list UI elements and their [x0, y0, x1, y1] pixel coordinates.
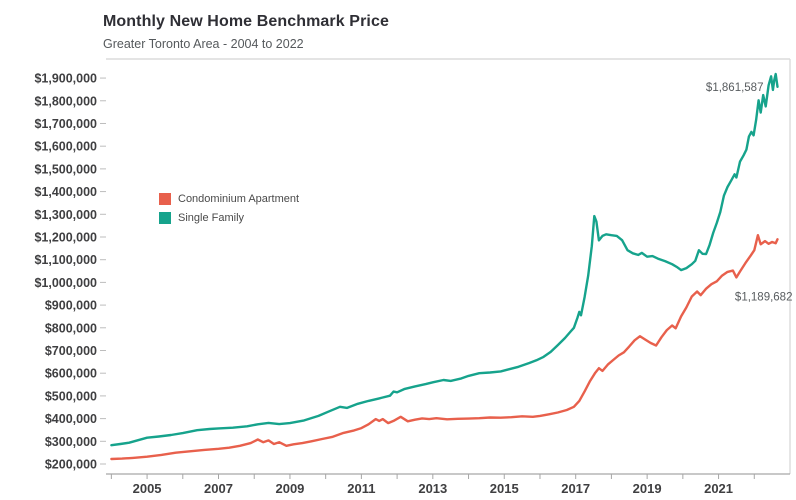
- series-line-condominium-apartment[interactable]: [110, 234, 779, 461]
- chart-header: Monthly New Home Benchmark Price Greater…: [103, 13, 389, 51]
- x-tick-label: 2005: [133, 481, 162, 496]
- y-tick-label: $700,000: [45, 344, 97, 358]
- y-tick-label: $1,400,000: [34, 185, 97, 199]
- legend-item-condominium-apartment[interactable]: Condominium Apartment: [159, 189, 299, 208]
- y-tick-label: $600,000: [45, 367, 97, 381]
- legend-label: Single Family: [178, 211, 245, 224]
- y-tick-label: $900,000: [45, 299, 97, 313]
- chart-subtitle: Greater Toronto Area - 2004 to 2022: [103, 37, 304, 51]
- x-tick-label: 2013: [418, 481, 447, 496]
- x-tick-label: 2009: [275, 481, 304, 496]
- legend-swatch-condominium: [159, 192, 171, 205]
- legend-label: Condominium Apartment: [178, 192, 300, 205]
- x-tick-label: 2021: [704, 481, 733, 496]
- x-tick-label: 2015: [490, 481, 519, 496]
- x-tick-label: 2017: [561, 481, 590, 496]
- chart-legend: Condominium Apartment Single Family: [159, 189, 299, 227]
- y-tick-label: $1,200,000: [34, 230, 97, 244]
- x-tick-label: 2011: [347, 481, 375, 496]
- y-tick-label: $200,000: [45, 458, 97, 472]
- y-tick-label: $1,800,000: [34, 94, 97, 108]
- y-tick-label: $800,000: [45, 321, 97, 335]
- series-line-single-family[interactable]: [110, 72, 779, 447]
- legend-item-single-family[interactable]: Single Family: [159, 208, 299, 227]
- y-tick-label: $400,000: [45, 412, 97, 426]
- y-tick-label: $500,000: [45, 389, 97, 403]
- y-tick-label: $1,600,000: [34, 140, 97, 154]
- y-tick-label: $300,000: [45, 435, 97, 449]
- y-tick-label: $1,300,000: [34, 208, 97, 222]
- legend-swatch-single-family: [159, 211, 171, 224]
- y-tick-label: $1,900,000: [34, 72, 97, 86]
- x-tick-label: 2019: [633, 481, 662, 496]
- y-tick-label: $1,100,000: [34, 253, 97, 267]
- chart-title: Monthly New Home Benchmark Price: [103, 13, 389, 30]
- annotation-single-family-value: $1,861,587: [706, 82, 764, 94]
- x-tick-label: 2007: [204, 481, 233, 496]
- y-tick-label: $1,000,000: [34, 276, 97, 290]
- annotation-condominium-apartment-value: $1,189,682: [735, 291, 793, 303]
- y-tick-label: $1,500,000: [34, 162, 97, 176]
- y-tick-label: $1,700,000: [34, 117, 97, 131]
